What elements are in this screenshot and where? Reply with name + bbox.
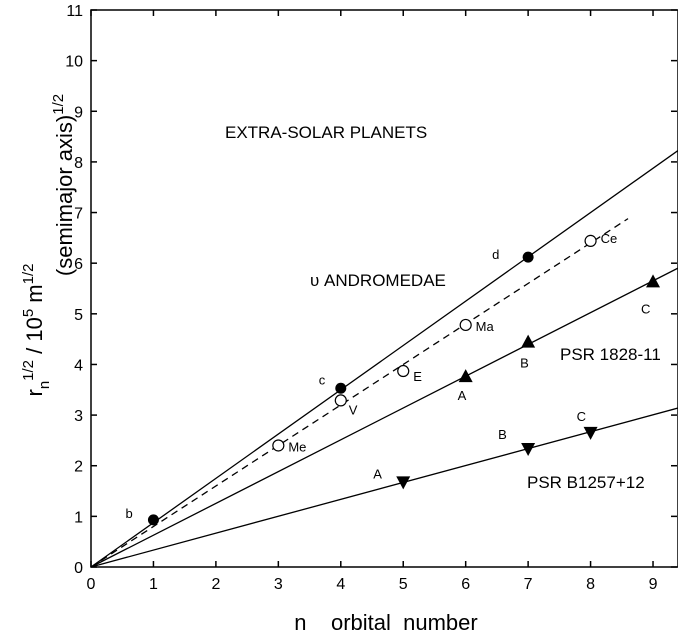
x-tick-label: 4 <box>336 576 345 593</box>
y-tick-label: 11 <box>66 3 83 20</box>
y-right-main: (semimajor axis) <box>52 115 77 276</box>
data-point <box>646 274 661 288</box>
data-point <box>522 251 534 263</box>
data-point <box>584 234 597 248</box>
y-tick-label: 0 <box>74 560 83 577</box>
point-label: B <box>520 356 529 371</box>
y-title-main: r <box>22 389 47 396</box>
data-points <box>147 234 661 526</box>
point-label: A <box>373 466 382 481</box>
point-label: Ce <box>601 231 618 246</box>
point-label: A <box>458 388 467 403</box>
point-label: d <box>492 247 499 262</box>
x-tick-label: 5 <box>399 576 408 593</box>
y-title-sub: n <box>36 381 53 389</box>
point-label: E <box>413 369 422 384</box>
data-point <box>458 369 473 383</box>
y-title-mid: / 10 <box>22 317 47 360</box>
y-tick-label: 4 <box>74 357 83 374</box>
point-label: V <box>349 402 358 417</box>
y-tick-label: 3 <box>74 408 83 425</box>
x-tick-label: 2 <box>211 576 220 593</box>
data-point <box>272 439 285 452</box>
y-tick-label: 10 <box>65 54 83 71</box>
y-tick-label: 7 <box>74 206 83 223</box>
point-labels: b c d Me V E Ma Ce A B C A B C <box>125 231 650 521</box>
x-tick-label: 7 <box>524 576 533 593</box>
y-tick-label: 2 <box>74 459 83 476</box>
x-tick-label: 6 <box>461 576 470 593</box>
data-point <box>396 476 411 490</box>
fit-line <box>90 218 629 568</box>
fit-line <box>90 407 678 568</box>
plot-border <box>90 9 678 568</box>
point-label: c <box>319 372 326 387</box>
data-point <box>397 364 410 378</box>
x-tick-label: 0 <box>87 576 96 593</box>
y-title-sup1: 1/2 <box>20 360 37 381</box>
data-point <box>459 318 472 332</box>
data-point <box>521 443 536 457</box>
y-axis-title: rn1/2 / 105 m1/2 <box>20 264 53 397</box>
y-tick-label: 6 <box>74 256 83 273</box>
y-axis-title-right: (semimajor axis)1/2 <box>50 94 77 276</box>
point-label: Ma <box>476 319 495 334</box>
annotation-psr1828: PSR 1828-11 <box>560 345 661 364</box>
data-point <box>521 334 536 348</box>
x-tick-label: 9 <box>649 576 658 593</box>
y-tick-label: 1 <box>74 509 83 526</box>
fit-line <box>90 267 678 568</box>
plot-frame <box>90 9 678 568</box>
data-point <box>147 514 159 526</box>
data-point <box>583 426 598 440</box>
y-title-sup2: 5 <box>20 309 37 317</box>
y-title-unit: m <box>22 284 47 308</box>
annotation-heading: EXTRA-SOLAR PLANETS <box>225 123 427 142</box>
x-tick-label: 3 <box>274 576 283 593</box>
point-label: Me <box>288 439 306 454</box>
point-label: C <box>577 409 586 424</box>
data-point <box>334 394 347 407</box>
x-axis-ticks: 0 1 2 3 4 5 6 7 8 9 <box>87 10 658 593</box>
y-tick-label: 8 <box>74 155 83 172</box>
annotation-andromedae: υ ANDROMEDAE <box>310 271 446 290</box>
point-label: C <box>641 301 650 316</box>
fit-line <box>90 149 678 568</box>
x-tick-label: 1 <box>149 576 158 593</box>
x-tick-label: 8 <box>586 576 595 593</box>
y-right-sup: 1/2 <box>50 94 67 115</box>
fit-lines <box>90 149 678 568</box>
point-label: b <box>125 506 132 521</box>
y-title-sup3: 1/2 <box>20 264 37 285</box>
y-tick-label: 5 <box>74 307 83 324</box>
point-label: B <box>498 427 507 442</box>
y-axis-ticks: 0 1 2 3 4 5 6 7 8 9 10 11 <box>65 3 677 577</box>
data-point <box>335 382 347 394</box>
x-axis-title: n orbital number <box>294 610 477 635</box>
annotation-psrb1257: PSR B1257+12 <box>527 473 645 492</box>
y-tick-label: 9 <box>74 104 83 121</box>
